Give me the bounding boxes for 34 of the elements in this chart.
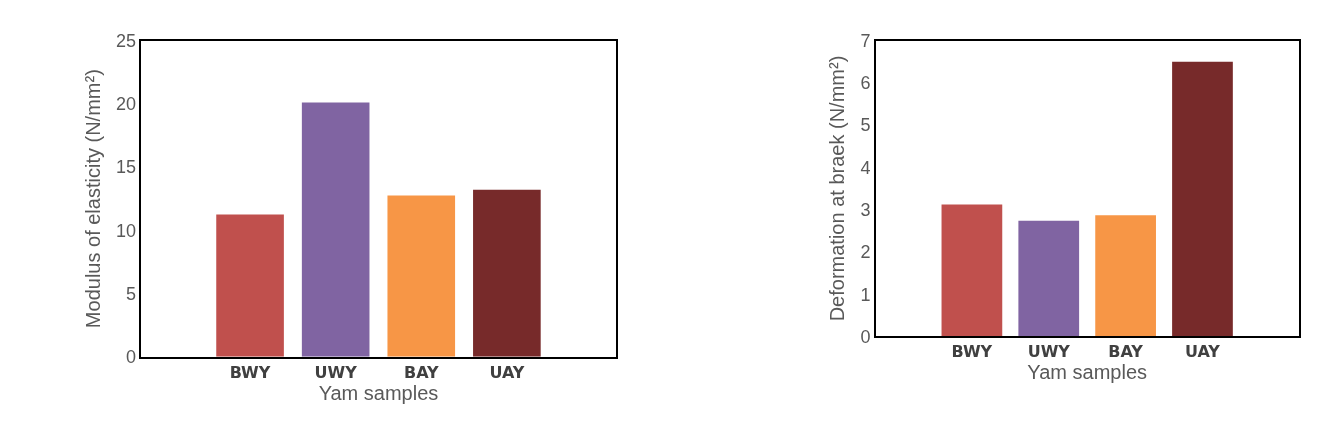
x-tick-label: UAY [489, 362, 525, 382]
y-tick-label: 4 [860, 157, 871, 178]
y-tick-label: 2 [860, 242, 871, 263]
bar [301, 102, 370, 357]
bar [941, 204, 1003, 337]
x-tick-label: BAY [1108, 342, 1144, 362]
x-axis-title: Yam samples [1027, 361, 1148, 384]
y-tick-label: 5 [125, 283, 136, 304]
bar [387, 195, 456, 357]
y-tick-label: 6 [860, 73, 871, 94]
bar [1018, 220, 1080, 337]
y-tick-label: 15 [115, 157, 136, 178]
y-tick-label: 7 [860, 30, 871, 51]
y-axis-title: Deformation at braek (N/mm²) [826, 55, 849, 322]
x-axis-title: Yam samples [318, 381, 439, 404]
y-tick-label: 0 [860, 326, 871, 347]
y-tick-label: 20 [115, 94, 136, 115]
y-tick-label: 3 [860, 199, 871, 220]
y-axis-title: Modulus of elasticity (N/mm²) [81, 69, 104, 329]
x-tick-label: UAY [1185, 342, 1221, 362]
x-tick-label: BAY [403, 362, 439, 382]
bar [1095, 215, 1156, 337]
y-tick-label: 10 [115, 220, 136, 241]
x-tick-label: UWY [314, 362, 358, 382]
bar [216, 214, 284, 357]
x-tick-label: BWY [951, 342, 993, 362]
y-tick-label: 1 [860, 284, 871, 305]
y-tick-label: 5 [860, 115, 871, 136]
x-tick-label: UWY [1027, 342, 1071, 362]
bar [473, 189, 541, 357]
y-tick-label: 0 [125, 347, 136, 368]
bar [1172, 61, 1233, 337]
y-tick-label: 25 [115, 30, 136, 51]
x-tick-label: BWY [229, 362, 271, 382]
